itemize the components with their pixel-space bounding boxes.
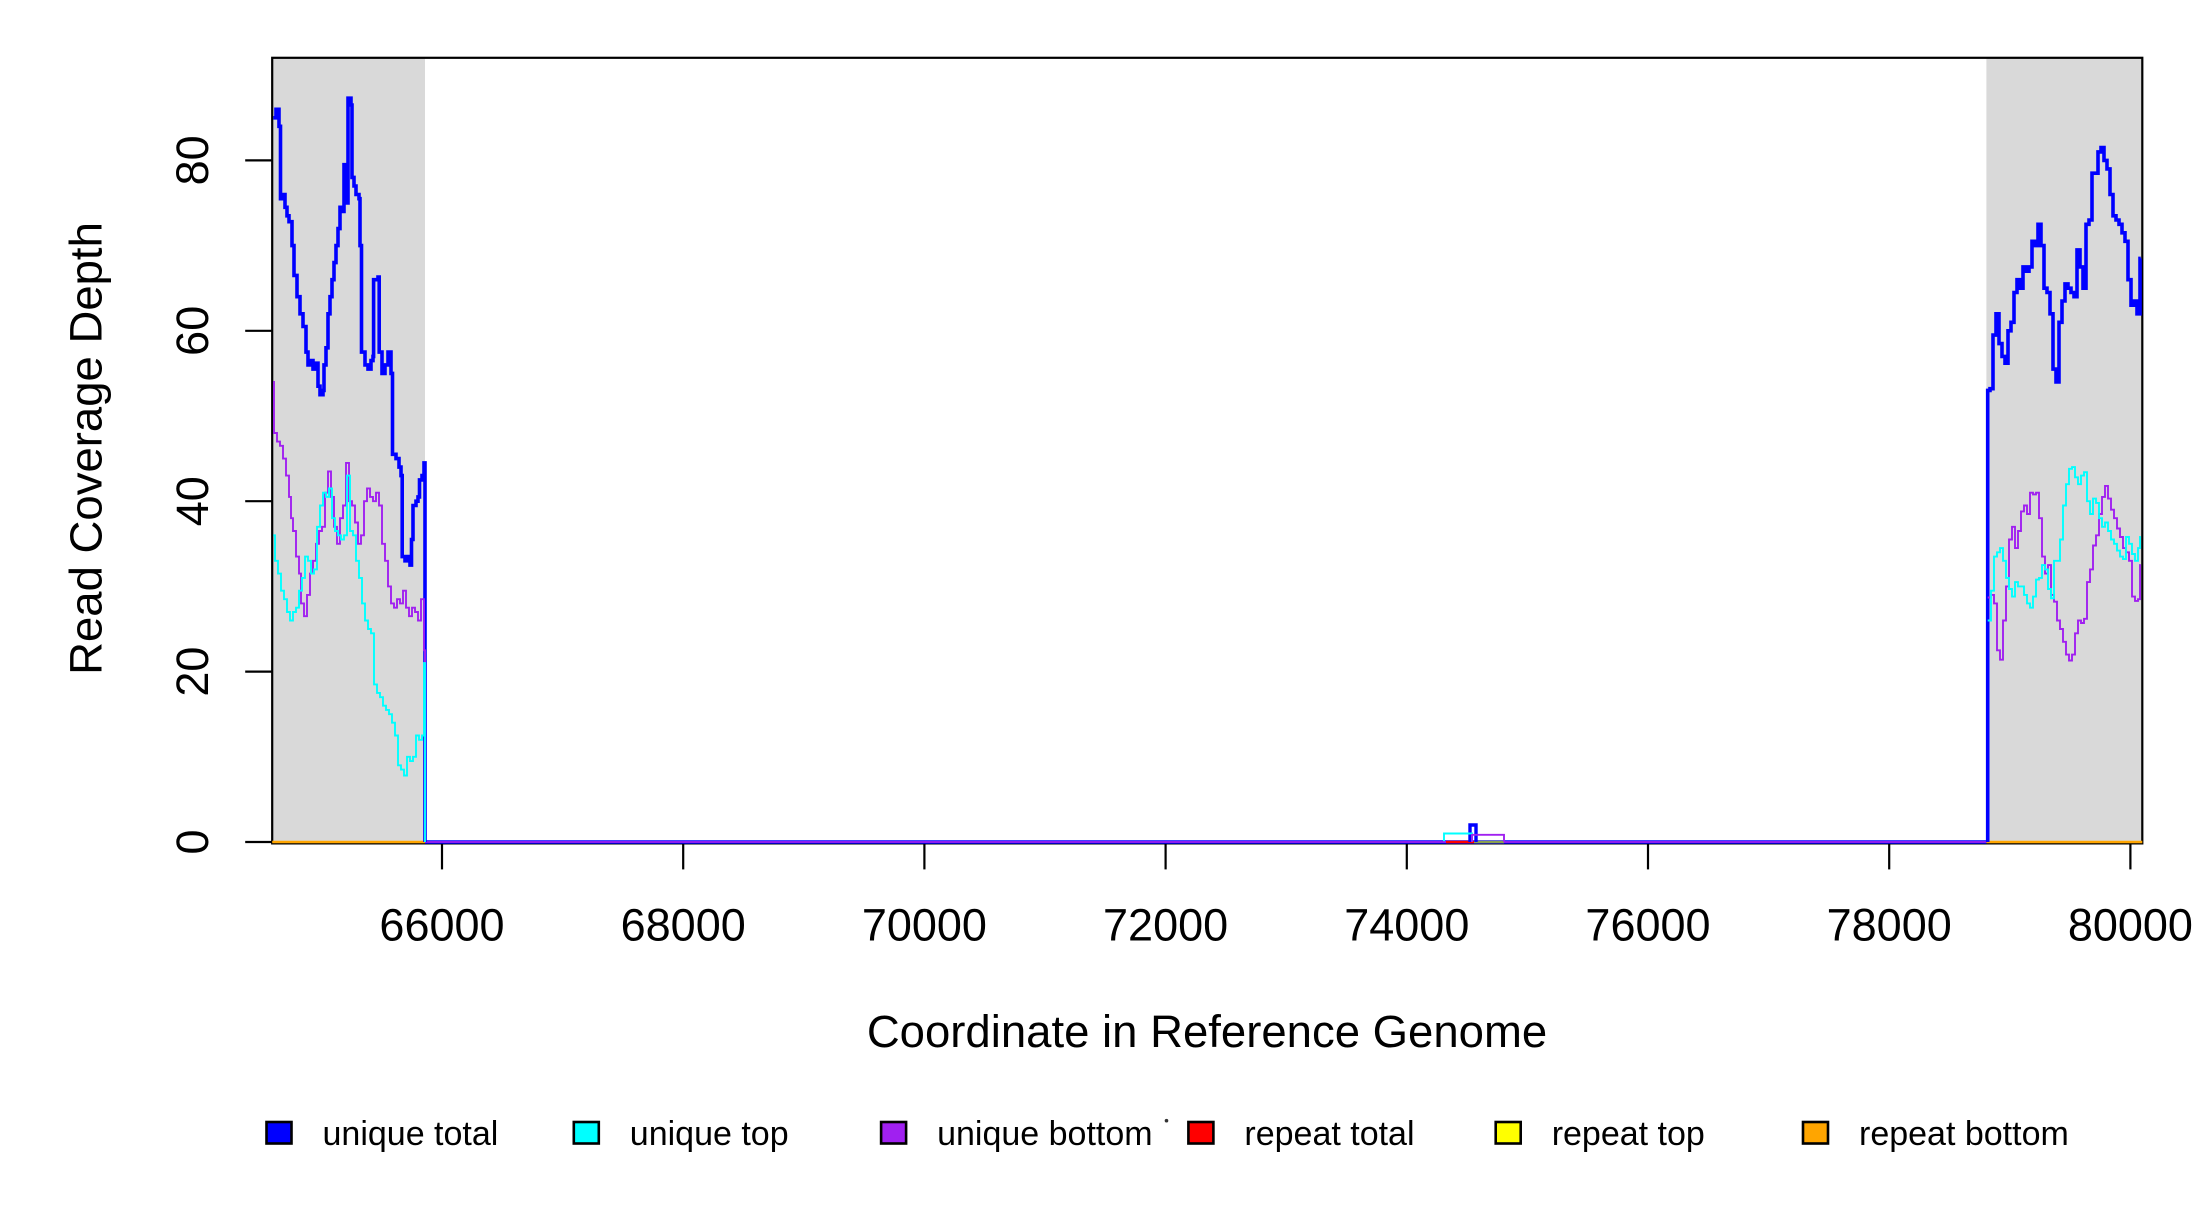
svg-text:68000: 68000 — [621, 899, 746, 950]
svg-text:0: 0 — [167, 829, 218, 854]
svg-text:unique bottom: unique bottom — [937, 1115, 1153, 1153]
svg-text:66000: 66000 — [379, 899, 504, 950]
svg-text:unique total: unique total — [323, 1115, 499, 1153]
svg-text:unique top: unique top — [630, 1115, 789, 1153]
svg-text:76000: 76000 — [1585, 899, 1710, 950]
svg-text:Coordinate in Reference Genome: Coordinate in Reference Genome — [867, 1006, 1547, 1057]
svg-text:60: 60 — [167, 306, 218, 356]
svg-text:74000: 74000 — [1344, 899, 1469, 950]
svg-text:80000: 80000 — [2068, 899, 2193, 950]
svg-text:78000: 78000 — [1827, 899, 1952, 950]
svg-text:20: 20 — [167, 647, 218, 697]
svg-text:Read Coverage Depth: Read Coverage Depth — [61, 222, 112, 675]
svg-text:repeat total: repeat total — [1244, 1115, 1414, 1153]
svg-text:80: 80 — [167, 135, 218, 185]
svg-text:72000: 72000 — [1103, 899, 1228, 950]
svg-text:70000: 70000 — [862, 899, 987, 950]
svg-text:repeat bottom: repeat bottom — [1859, 1115, 2069, 1153]
svg-text:40: 40 — [167, 476, 218, 526]
svg-text:repeat top: repeat top — [1552, 1115, 1705, 1153]
